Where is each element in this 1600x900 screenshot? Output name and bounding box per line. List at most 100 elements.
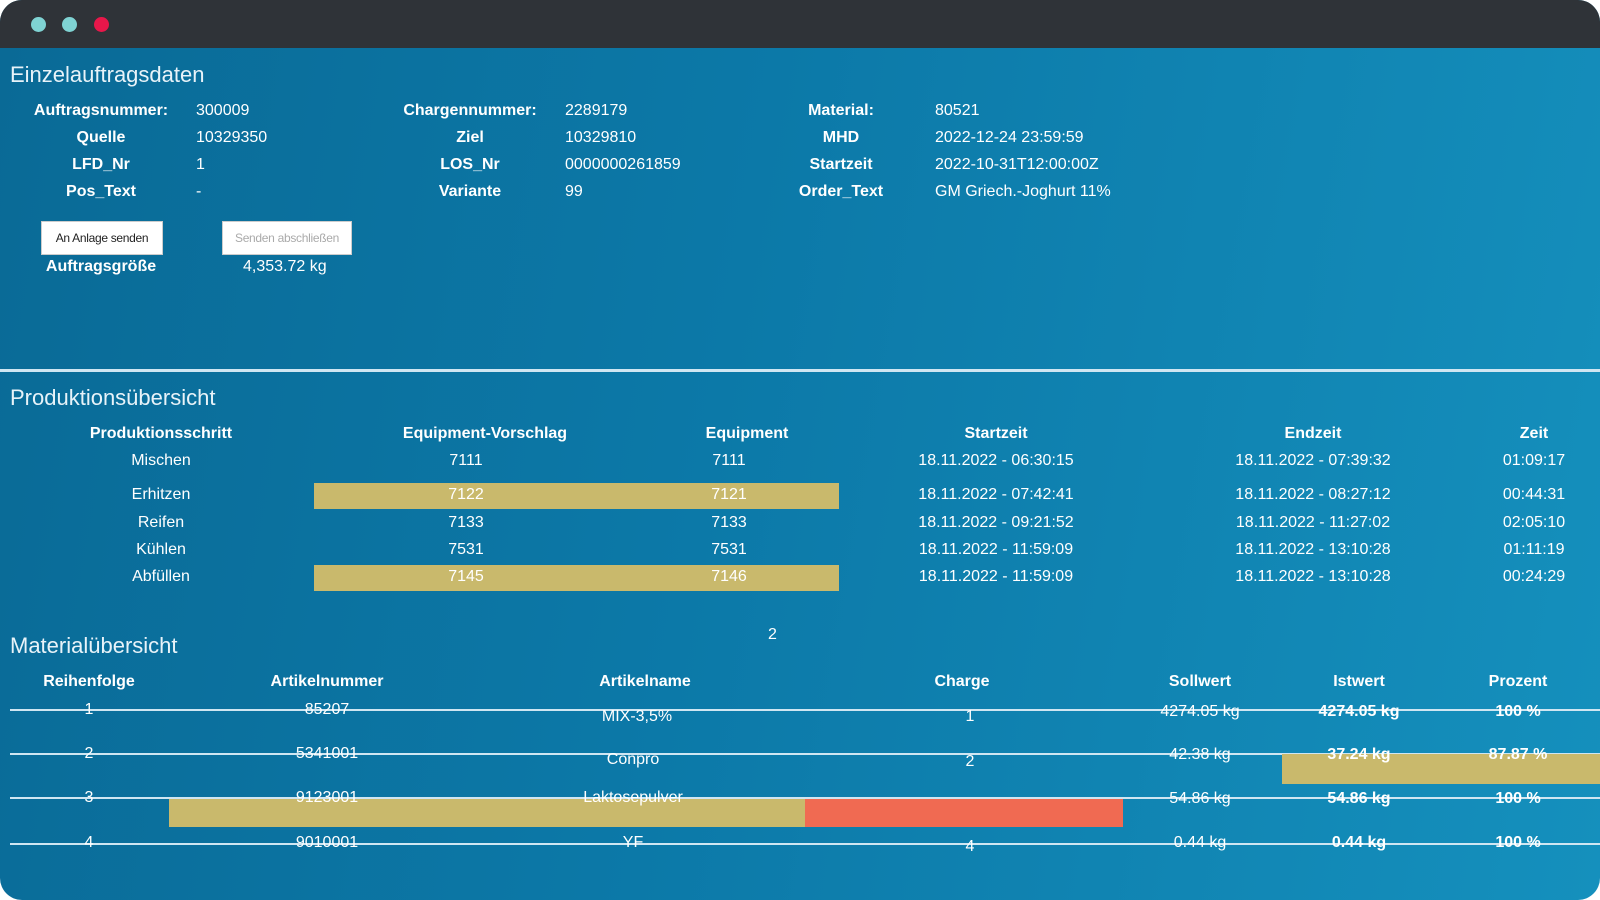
mat-cell-istwert: 0.44 kg: [1331, 834, 1387, 851]
mat-row-highlight-conpro: [1282, 754, 1600, 784]
mat-cell-charge: 2: [965, 753, 975, 770]
mat-cell-artikelname: YF: [622, 834, 644, 851]
prod-cell-endzeit: 18.11.2022 - 13:10:28: [1235, 568, 1391, 585]
title-bar: [0, 0, 1600, 48]
label-mhd: MHD: [822, 129, 860, 146]
value-material: 80521: [935, 102, 980, 119]
send-to-plant-button[interactable]: An Anlage senden: [41, 221, 163, 255]
label-pos-text: Pos_Text: [66, 183, 136, 200]
prod-cell-equipment: 7111: [712, 452, 746, 469]
mat-header-artikelname: Artikelname: [599, 673, 691, 690]
section-divider: [0, 369, 1600, 372]
prod-cell-schritt: Abfüllen: [132, 568, 190, 585]
mat-row-highlight-laktosepulver: [169, 799, 805, 827]
mat-cell-prozent: 100 %: [1495, 834, 1541, 851]
mat-header-istwert: Istwert: [1333, 673, 1385, 690]
label-material: Material:: [808, 102, 874, 119]
finish-sending-button[interactable]: Senden abschließen: [222, 221, 352, 255]
value-lfd-nr: 1: [196, 156, 205, 173]
prod-cell-vorschlag: 7145: [448, 568, 484, 585]
mat-cell-charge: 1: [965, 708, 975, 725]
mat-cell-artikelnummer: 5341001: [295, 745, 359, 762]
mat-cell-charge: 4: [965, 838, 975, 855]
prod-cell-startzeit: 18.11.2022 - 11:59:09: [918, 568, 1074, 585]
mat-cell-istwert: 54.86 kg: [1327, 790, 1391, 807]
prod-header-startzeit: Startzeit: [964, 425, 1028, 442]
value-chargennummer: 2289179: [565, 102, 628, 119]
label-lfd-nr: LFD_Nr: [72, 156, 130, 173]
value-los-nr: 0000000261859: [565, 156, 681, 173]
prod-cell-endzeit: 18.11.2022 - 08:27:12: [1235, 486, 1391, 503]
label-quelle: Quelle: [76, 129, 126, 146]
section-title-produktionsuebersicht: Produktionsübersicht: [10, 385, 216, 410]
window-control-dot-1[interactable]: [31, 17, 46, 32]
mat-cell-artikelname: Conpro: [606, 751, 660, 768]
prod-cell-startzeit: 18.11.2022 - 07:42:41: [918, 486, 1074, 503]
prod-cell-startzeit: 18.11.2022 - 09:21:52: [918, 514, 1074, 531]
mat-cell-istwert: 37.24 kg: [1327, 746, 1391, 763]
mat-cell-artikelname: MIX-3,5%: [601, 708, 673, 725]
mat-table-rule: [10, 709, 1600, 711]
prod-cell-zeit: 01:09:17: [1502, 452, 1566, 469]
mat-cell-prozent: 87.87 %: [1488, 746, 1548, 763]
window-control-close[interactable]: [94, 17, 109, 32]
mat-cell-reihenfolge: 1: [84, 701, 94, 718]
label-order-text: Order_Text: [798, 183, 884, 200]
prod-cell-zeit: 01:11:19: [1503, 541, 1565, 558]
value-order-text: GM Griech.-Joghurt 11%: [935, 183, 1111, 200]
mat-cell-sollwert: 0.44 kg: [1173, 834, 1227, 851]
mat-cell-istwert: 4274.05 kg: [1318, 703, 1400, 720]
mat-cell-reihenfolge: 4: [84, 834, 94, 851]
mat-cell-artikelnummer: 9010001: [295, 834, 359, 851]
prod-cell-schritt: Mischen: [131, 452, 191, 469]
mat-cell-reihenfolge: 2: [84, 745, 94, 762]
mat-cell-sollwert: 4274.05 kg: [1160, 703, 1240, 720]
prod-cell-startzeit: 18.11.2022 - 06:30:15: [918, 452, 1074, 469]
mat-header-charge: Charge: [934, 673, 990, 690]
mat-cell-reihenfolge: 3: [84, 789, 94, 806]
prod-cell-zeit: 00:24:29: [1502, 568, 1566, 585]
value-auftragsgroesse: 4,353.72 kg: [243, 258, 327, 275]
value-mhd: 2022-12-24 23:59:59: [935, 129, 1084, 146]
section-title-einzelauftragsdaten: Einzelauftragsdaten: [10, 62, 205, 87]
mat-header-reihenfolge: Reihenfolge: [43, 673, 135, 690]
value-startzeit: 2022-10-31T12:00:00Z: [935, 156, 1099, 173]
prod-cell-vorschlag: 7122: [448, 486, 484, 503]
prod-header-vorschlag: Equipment-Vorschlag: [402, 425, 568, 442]
mat-cell-artikelnummer: 85207: [304, 701, 350, 718]
prod-cell-zeit: 02:05:10: [1502, 514, 1566, 531]
mat-charge-missing-marker: [805, 799, 1123, 827]
label-los-nr: LOS_Nr: [440, 156, 500, 173]
pagination-page[interactable]: 2: [768, 626, 777, 643]
mat-header-prozent: Prozent: [1488, 673, 1548, 690]
value-ziel: 10329810: [565, 129, 637, 146]
label-auftragsnummer: Auftragsnummer:: [33, 102, 169, 119]
prod-cell-schritt: Kühlen: [136, 541, 186, 558]
prod-cell-startzeit: 18.11.2022 - 11:59:09: [918, 541, 1074, 558]
prod-cell-equipment: 7121: [711, 486, 747, 503]
prod-header-zeit: Zeit: [1519, 425, 1549, 442]
prod-header-equipment: Equipment: [705, 425, 789, 442]
mat-table-rule: [10, 797, 1600, 799]
prod-header-endzeit: Endzeit: [1284, 425, 1342, 442]
prod-cell-vorschlag: 7111: [449, 452, 483, 469]
mat-table-rule: [10, 753, 1600, 755]
mat-cell-prozent: 100 %: [1495, 790, 1541, 807]
prod-cell-vorschlag: 7133: [448, 514, 484, 531]
value-auftragsnummer: 300009: [196, 102, 250, 119]
prod-cell-vorschlag: 7531: [448, 541, 484, 558]
prod-header-schritt: Produktionsschritt: [89, 425, 233, 442]
prod-cell-endzeit: 18.11.2022 - 11:27:02: [1235, 514, 1391, 531]
mat-cell-sollwert: 42.38 kg: [1169, 746, 1231, 763]
label-ziel: Ziel: [456, 129, 484, 146]
label-startzeit: Startzeit: [809, 156, 873, 173]
prod-cell-schritt: Reifen: [137, 514, 185, 531]
prod-row-highlight-abfuellen: [314, 565, 839, 591]
prod-cell-endzeit: 18.11.2022 - 07:39:32: [1235, 452, 1391, 469]
label-auftragsgroesse: Auftragsgröße: [45, 258, 157, 275]
prod-cell-zeit: 00:44:31: [1502, 486, 1566, 503]
mat-cell-prozent: 100 %: [1495, 703, 1541, 720]
label-chargennummer: Chargennummer:: [403, 102, 537, 119]
window-control-dot-2[interactable]: [62, 17, 77, 32]
prod-cell-equipment: 7146: [711, 568, 747, 585]
